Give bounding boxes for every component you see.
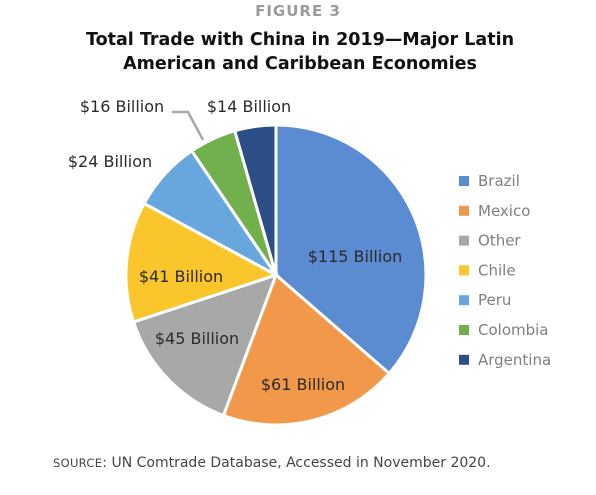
chart-title-line-1: Total Trade with China in 2019—Major Lat… [85,30,515,50]
legend-swatch-chile [459,265,469,276]
chart-title-line-2: American and Caribbean Economies [123,54,477,74]
slice-label-argentina: $14 Billion [207,97,291,116]
slice-labels: $115 Billion $61 Billion $45 Billion $41 Bi… [68,97,402,394]
legend-label-brazil: Brazil [478,172,520,190]
figure-label: FIGURE 3 [255,2,341,20]
pie-slice-chile [124,201,280,324]
slice-label-mexico: $61 Billion [261,375,345,394]
legend-label-colombia: Colombia [478,321,549,339]
legend-label-argentina: Argentina [478,351,551,369]
legend-swatch-brazil [459,176,469,186]
legend-swatch-colombia [459,325,469,335]
source-text: : UN Comtrade Database, Accessed in Nove… [102,455,491,471]
pie-slices [124,123,428,427]
slice-label-other: $45 Billion [155,329,239,348]
legend-label-peru: Peru [478,291,511,309]
source-note: SOURCE: UN Comtrade Database, Accessed i… [53,455,491,471]
slice-label-chile: $41 Billion [139,267,223,286]
legend-swatch-mexico [459,205,469,216]
pie-slice-brazil [274,123,428,376]
pie-slice-argentina [232,123,278,276]
legend-label-mexico: Mexico [478,202,530,220]
legend-swatch-other [459,235,469,246]
pie-slice-mexico [221,272,392,427]
source-tag: SOURCE [53,456,103,470]
legend: Brazil Mexico Other Chile Peru Colombia Argent… [459,172,551,369]
pie-slice-other [131,272,279,418]
legend-swatch-argentina [459,354,469,365]
slice-label-peru: $24 Billion [68,152,152,171]
slice-label-brazil: $115 Billion [308,247,403,266]
legend-label-chile: Chile [478,261,516,279]
chart-title: Total Trade with China in 2019—Major Lat… [0,28,596,76]
legend-swatch-peru [459,295,469,306]
leader-line-colombia [172,110,205,141]
slice-label-colombia: $16 Billion [80,97,164,116]
legend-label-other: Other [478,232,521,250]
